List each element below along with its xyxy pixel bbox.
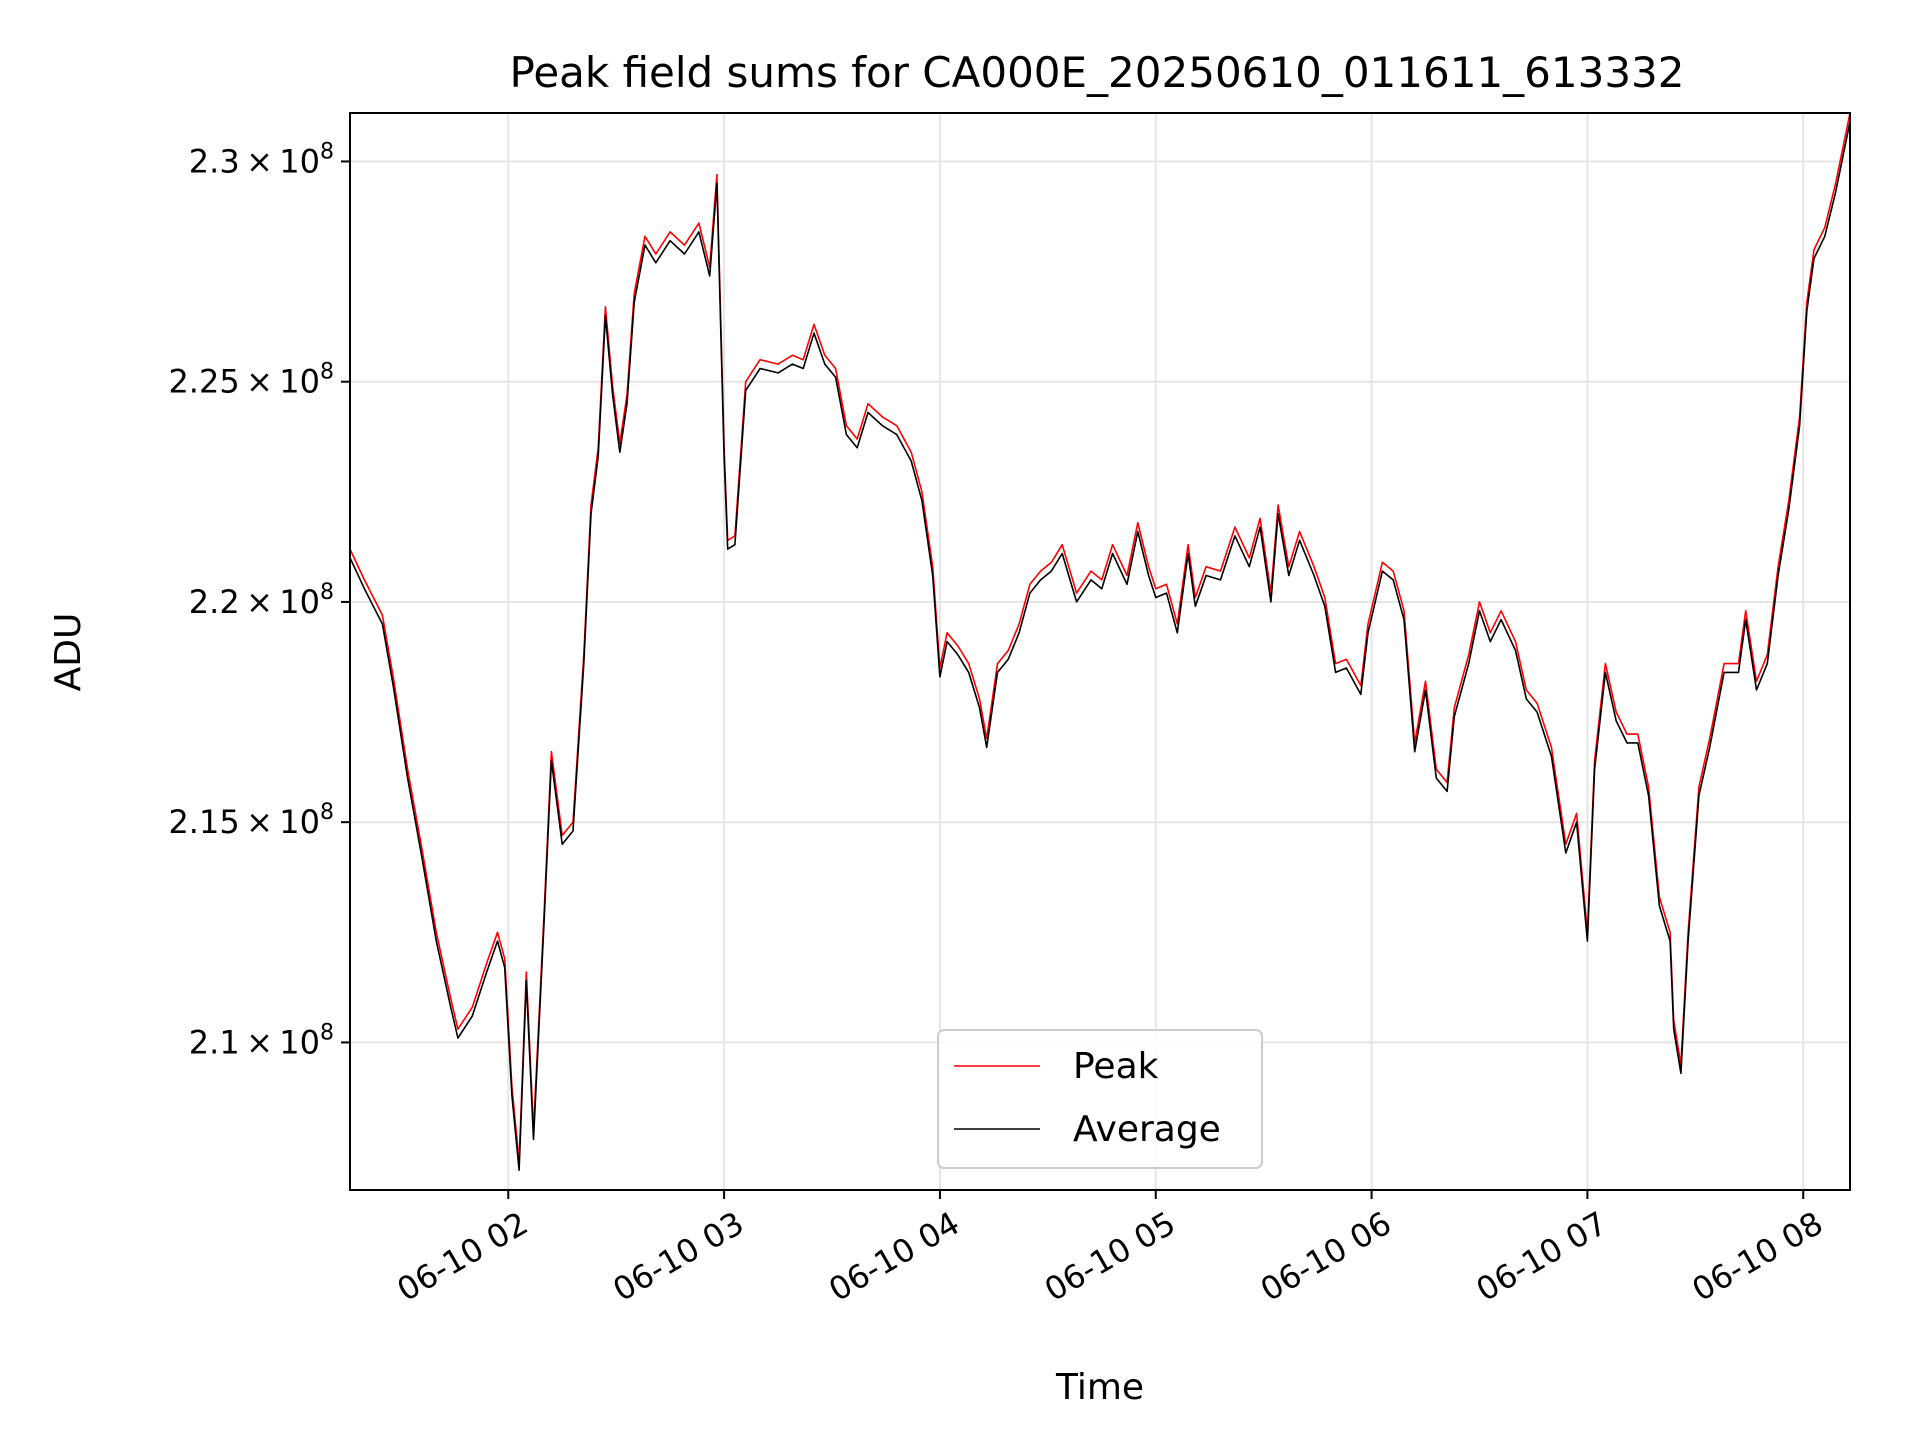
y-tick-label: 2.3 × 108 <box>189 139 334 180</box>
series-line-average <box>350 121 1850 1171</box>
grid <box>350 113 1850 1190</box>
y-tick-label: 2.2 × 108 <box>189 580 334 621</box>
legend-label-peak: Peak <box>1073 1046 1159 1087</box>
x-axis-title: Time <box>1055 1367 1144 1408</box>
legend-box <box>937 1029 1263 1169</box>
y-axis: 2.1 × 108 2.15 × 108 2.2 × 108 2.25 × 108 2.… <box>168 139 350 1061</box>
legend: Peak Average <box>937 1029 1263 1169</box>
y-tick-label: 2.15 × 108 <box>168 800 334 841</box>
legend-label-average: Average <box>1073 1109 1221 1150</box>
plot-frame <box>349 112 1851 1191</box>
plot-lines <box>350 113 1850 1171</box>
y-tick-label: 2.25 × 108 <box>168 360 334 401</box>
y-axis-title: ADU <box>48 613 89 692</box>
y-tick-label: 2.1 × 108 <box>189 1020 334 1061</box>
chart-title: Peak field sums for CA000E_20250610_0116… <box>510 48 1685 97</box>
